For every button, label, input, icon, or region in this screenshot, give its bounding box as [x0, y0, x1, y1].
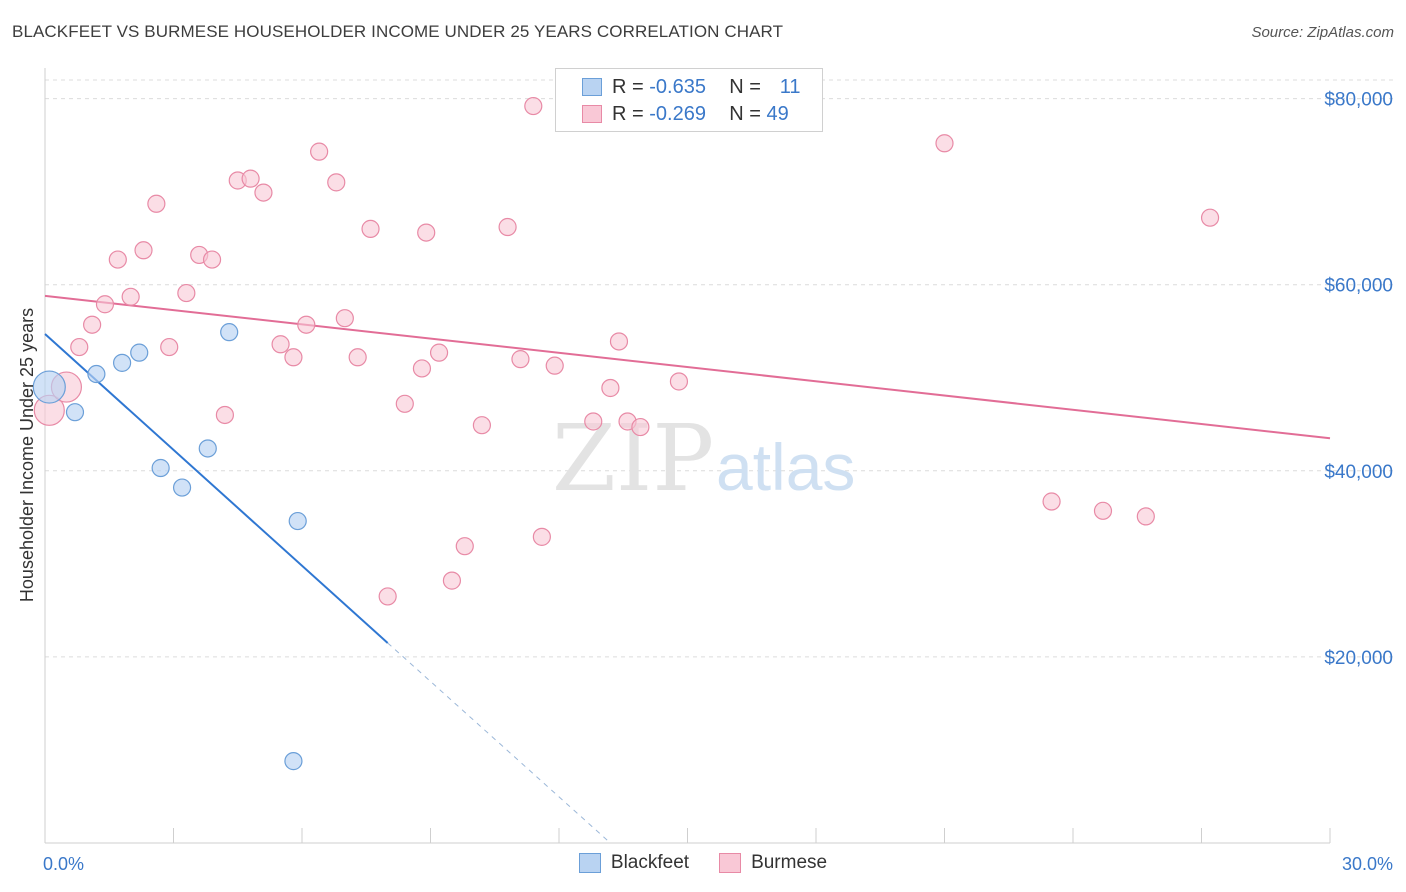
legend-n-label: N =	[729, 75, 761, 98]
data-points	[32, 96, 1220, 771]
data-point-burmese	[361, 219, 380, 238]
x-tick-label: 30.0%	[1342, 854, 1393, 874]
data-point-burmese	[202, 250, 222, 269]
data-point-burmese	[1093, 501, 1113, 520]
data-point-burmese	[134, 241, 153, 260]
trend-line-burmese	[44, 294, 1331, 440]
data-point-burmese	[95, 295, 115, 314]
legend-label-burmese: Burmese	[751, 852, 828, 873]
data-point-burmese	[121, 287, 140, 306]
data-point-burmese	[335, 309, 354, 328]
data-point-burmese	[669, 372, 689, 391]
data-point-burmese	[108, 250, 127, 269]
y-tick-label: $80,000	[1324, 90, 1393, 111]
legend-swatch-burmese	[719, 853, 742, 873]
series-legend: Blackfeet Burmese	[0, 852, 1406, 874]
data-point-burmese	[348, 348, 367, 367]
y-tick-label: $20,000	[1324, 648, 1393, 669]
data-point-burmese	[631, 417, 650, 437]
legend-n-value: 49	[766, 102, 789, 125]
data-point-burmese	[327, 173, 346, 192]
legend-row-blackfeet: R = -0.635 N = 11	[556, 74, 801, 100]
data-point-burmese	[177, 283, 196, 303]
data-point-burmese	[147, 194, 166, 213]
data-point-blackfeet	[65, 403, 85, 422]
legend-label-blackfeet: Blackfeet	[610, 852, 690, 873]
trend-line-blackfeet-extension	[387, 642, 611, 844]
legend-r-value: -0.635	[649, 75, 706, 98]
data-point-burmese	[412, 359, 432, 378]
data-point-burmese	[442, 571, 462, 590]
data-point-blackfeet	[32, 370, 66, 404]
legend-swatch-blackfeet	[582, 78, 602, 96]
data-point-blackfeet	[130, 343, 149, 362]
data-point-burmese	[83, 315, 102, 334]
legend-row-burmese: R = -0.269 N = 49	[556, 101, 801, 127]
data-point-blackfeet	[284, 752, 303, 771]
data-point-burmese	[70, 337, 89, 357]
data-point-blackfeet	[87, 364, 106, 384]
data-point-blackfeet	[112, 353, 132, 372]
data-point-burmese	[532, 527, 551, 546]
gridlines	[45, 79, 1393, 658]
data-point-blackfeet	[172, 478, 192, 497]
trend-lines	[44, 294, 1331, 844]
data-point-burmese	[1200, 208, 1220, 227]
data-point-burmese	[1042, 492, 1061, 511]
y-tick-label: $40,000	[1324, 462, 1393, 483]
chart-title: BLACKFEET VS BURMESE HOUSEHOLDER INCOME …	[12, 22, 784, 41]
data-point-burmese	[584, 412, 603, 431]
legend-r-value: -0.269	[649, 102, 706, 125]
data-point-blackfeet	[198, 439, 217, 458]
y-tick-label: $60,000	[1324, 276, 1393, 297]
legend-n-label: N =	[729, 102, 761, 125]
data-point-burmese	[601, 378, 620, 398]
legend-item-blackfeet: Blackfeet	[578, 852, 690, 874]
data-point-blackfeet	[151, 458, 170, 478]
data-point-burmese	[254, 183, 273, 202]
legend-r-label: R =	[612, 102, 644, 125]
data-point-burmese	[215, 405, 234, 425]
legend-item-burmese: Burmese	[719, 852, 827, 874]
data-point-burmese	[1136, 507, 1155, 526]
legend-n-value: 11	[779, 75, 801, 98]
axes	[44, 68, 1331, 844]
data-point-burmese	[284, 348, 303, 367]
data-point-burmese	[241, 169, 260, 188]
data-point-burmese	[455, 537, 474, 556]
legend-r-label: R =	[612, 75, 644, 98]
data-point-burmese	[378, 587, 397, 606]
data-point-burmese	[160, 337, 179, 357]
legend-swatch-burmese	[582, 105, 602, 123]
data-point-burmese	[472, 416, 491, 435]
y-axis-label: Householder Income Under 25 years	[17, 308, 37, 602]
x-tick-label: 0.0%	[43, 854, 84, 874]
data-point-burmese	[271, 335, 290, 354]
source-credit: Source: ZipAtlas.com	[1251, 24, 1394, 41]
tick-labels: $20,000 $40,000 $60,000 $80,000 0.0% 30.0%	[43, 90, 1393, 874]
data-point-burmese	[524, 96, 543, 116]
data-point-burmese	[511, 350, 530, 369]
data-point-burmese	[297, 315, 316, 334]
data-point-blackfeet	[220, 323, 239, 342]
legend-swatch-blackfeet	[578, 853, 601, 873]
data-point-burmese	[935, 134, 954, 153]
data-point-burmese	[545, 356, 564, 375]
data-point-burmese	[310, 142, 329, 161]
data-point-burmese	[429, 343, 449, 362]
data-point-burmese	[609, 332, 629, 351]
data-point-blackfeet	[288, 511, 307, 531]
data-point-burmese	[395, 394, 414, 413]
data-point-burmese	[498, 217, 517, 237]
trend-line-blackfeet	[44, 333, 389, 644]
watermark-atlas: atlas	[716, 430, 855, 504]
correlation-legend: R = -0.635 N = 11 R = -0.269 N = 49	[555, 68, 823, 132]
data-point-burmese	[417, 223, 436, 242]
